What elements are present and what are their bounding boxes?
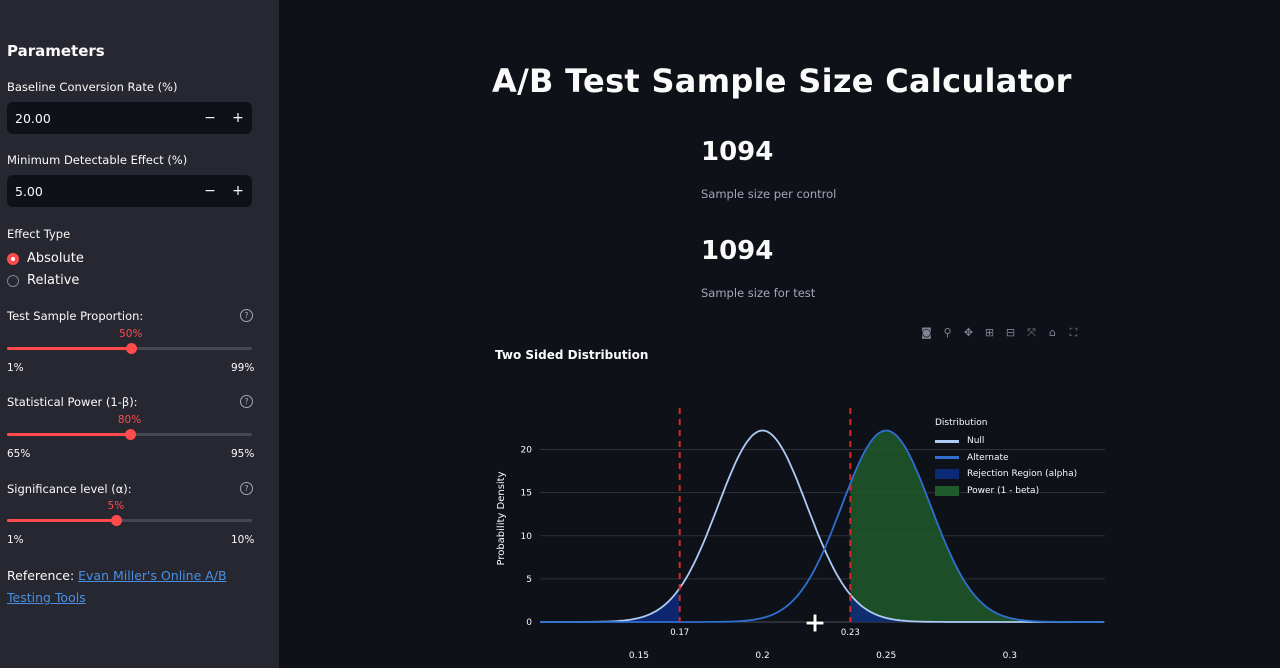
y-tick-label: 15 xyxy=(521,489,532,499)
zoom-icon[interactable]: ⚲ xyxy=(943,326,952,339)
x-tick-label: 0.15 xyxy=(629,651,649,661)
metric-test-value: 1094 xyxy=(701,236,774,266)
power-value: 80% xyxy=(117,414,142,426)
legend-swatch xyxy=(935,439,959,443)
legend-label: Rejection Region (alpha) xyxy=(967,469,1078,480)
power-slider[interactable] xyxy=(7,429,252,440)
crosshair-cursor-icon xyxy=(806,614,824,632)
baseline-value[interactable]: 20.00 xyxy=(15,110,51,126)
x-tick-label: 0.3 xyxy=(1003,651,1017,661)
fullscreen-icon[interactable]: ⛶ xyxy=(1069,326,1078,339)
y-tick-label: 0 xyxy=(526,618,532,628)
test-proportion-slider[interactable] xyxy=(7,343,252,354)
mde-input[interactable]: 5.00 − + xyxy=(7,175,252,207)
slider-fill xyxy=(7,347,131,350)
question-circle-icon[interactable]: ? xyxy=(240,395,253,408)
baseline-decrement-button[interactable]: − xyxy=(204,110,216,126)
metric-control-value: 1094 xyxy=(701,137,774,167)
legend-label: Null xyxy=(967,436,985,447)
sidebar: Parameters Baseline Conversion Rate (%) … xyxy=(0,0,279,668)
critical-value-label: 0.17 xyxy=(670,628,689,638)
radio-relative[interactable]: Relative xyxy=(7,273,79,288)
mde-label: Minimum Detectable Effect (%) xyxy=(7,153,188,167)
slider-max-label: 10% xyxy=(231,534,255,546)
mde-increment-button[interactable]: + xyxy=(232,183,244,199)
legend-title: Distribution xyxy=(935,418,988,428)
reference-link[interactable]: Evan Miller's Online A/B Testing Tools xyxy=(7,568,227,605)
chart-title: Two Sided Distribution xyxy=(495,348,649,362)
legend-item-power[interactable]: Power (1 - beta) xyxy=(935,483,1077,500)
slider-min-label: 1% xyxy=(7,534,24,546)
legend-item-null[interactable]: Null xyxy=(935,433,1077,450)
effect-type-label: Effect Type xyxy=(7,227,71,241)
mde-value[interactable]: 5.00 xyxy=(15,183,43,199)
radio-selected-icon[interactable] xyxy=(7,252,19,265)
power-region xyxy=(850,430,1105,622)
autoscale-icon[interactable]: ⤧ xyxy=(1027,326,1036,339)
legend-label: Alternate xyxy=(967,452,1009,463)
slider-thumb[interactable] xyxy=(124,429,136,440)
sidebar-title: Parameters xyxy=(7,42,105,60)
slider-max-label: 99% xyxy=(231,362,255,374)
legend-swatch xyxy=(935,469,959,480)
y-tick-label: 20 xyxy=(521,446,533,456)
legend-item-rejection[interactable]: Rejection Region (alpha) xyxy=(935,466,1077,483)
critical-value-label: 0.23 xyxy=(841,628,860,638)
question-circle-icon[interactable]: ? xyxy=(240,309,253,322)
pan-icon[interactable]: ✥ xyxy=(963,326,974,339)
rejection-region xyxy=(850,594,1105,622)
metric-control-label: Sample size per control xyxy=(701,187,837,201)
test-proportion-value: 50% xyxy=(119,328,143,340)
reference: Reference: Evan Miller's Online A/B Test… xyxy=(7,565,257,609)
baseline-label: Baseline Conversion Rate (%) xyxy=(7,80,178,94)
question-circle-icon[interactable]: ? xyxy=(240,482,253,495)
radio-unselected-icon[interactable] xyxy=(7,274,19,287)
slider-max-label: 95% xyxy=(231,448,255,460)
page-title: A/B Test Sample Size Calculator xyxy=(492,62,1072,100)
chart-legend: Distribution Null Alternate Rejection Re… xyxy=(935,418,1077,499)
distribution-chart[interactable]: 0 5 10 15 20 0.15 0.2 0.25 0.3 Probability Densit… xyxy=(480,380,1120,668)
slider-thumb[interactable] xyxy=(110,515,122,526)
alpha-value: 5% xyxy=(107,500,125,512)
test-proportion-label: Test Sample Proportion: xyxy=(7,309,144,323)
slider-fill xyxy=(7,433,130,436)
x-tick-label: 0.2 xyxy=(755,651,769,661)
alpha-slider[interactable] xyxy=(7,515,252,526)
radio-relative-label: Relative xyxy=(27,273,80,288)
y-axis-label: Probability Density xyxy=(496,471,507,565)
y-tick-label: 10 xyxy=(521,532,533,542)
baseline-increment-button[interactable]: + xyxy=(232,110,244,126)
mde-decrement-button[interactable]: − xyxy=(204,183,216,199)
metric-test-label: Sample size for test xyxy=(701,286,816,300)
camera-icon[interactable]: ◙ xyxy=(921,326,932,339)
rejection-region xyxy=(540,589,680,622)
slider-min-label: 65% xyxy=(7,448,31,460)
alpha-label: Significance level (α): xyxy=(7,482,132,496)
zoom-in-icon[interactable]: ⊞ xyxy=(984,326,995,339)
reset-axes-icon[interactable]: ⌂ xyxy=(1049,326,1056,339)
legend-label: Power (1 - beta) xyxy=(967,485,1040,496)
slider-thumb[interactable] xyxy=(125,343,137,354)
slider-fill xyxy=(7,519,116,522)
legend-swatch xyxy=(935,456,959,460)
radio-absolute-label: Absolute xyxy=(27,251,84,266)
x-tick-label: 0.25 xyxy=(876,651,896,661)
power-label: Statistical Power (1-β): xyxy=(7,395,138,409)
slider-min-label: 1% xyxy=(7,362,24,374)
null-curve[interactable] xyxy=(540,429,1104,623)
chart-modebar: ◙ ⚲ ✥ ⊞ ⊟ ⤧ ⌂ ⛶ xyxy=(918,326,1082,340)
reference-prefix: Reference: xyxy=(7,568,79,583)
legend-item-alternate[interactable]: Alternate xyxy=(935,450,1077,467)
alternate-curve[interactable] xyxy=(540,429,1104,623)
zoom-out-icon[interactable]: ⊟ xyxy=(1005,326,1016,339)
y-tick-label: 5 xyxy=(526,575,532,585)
legend-swatch xyxy=(935,485,959,496)
baseline-input[interactable]: 20.00 − + xyxy=(7,102,252,134)
radio-absolute[interactable]: Absolute xyxy=(7,251,84,266)
